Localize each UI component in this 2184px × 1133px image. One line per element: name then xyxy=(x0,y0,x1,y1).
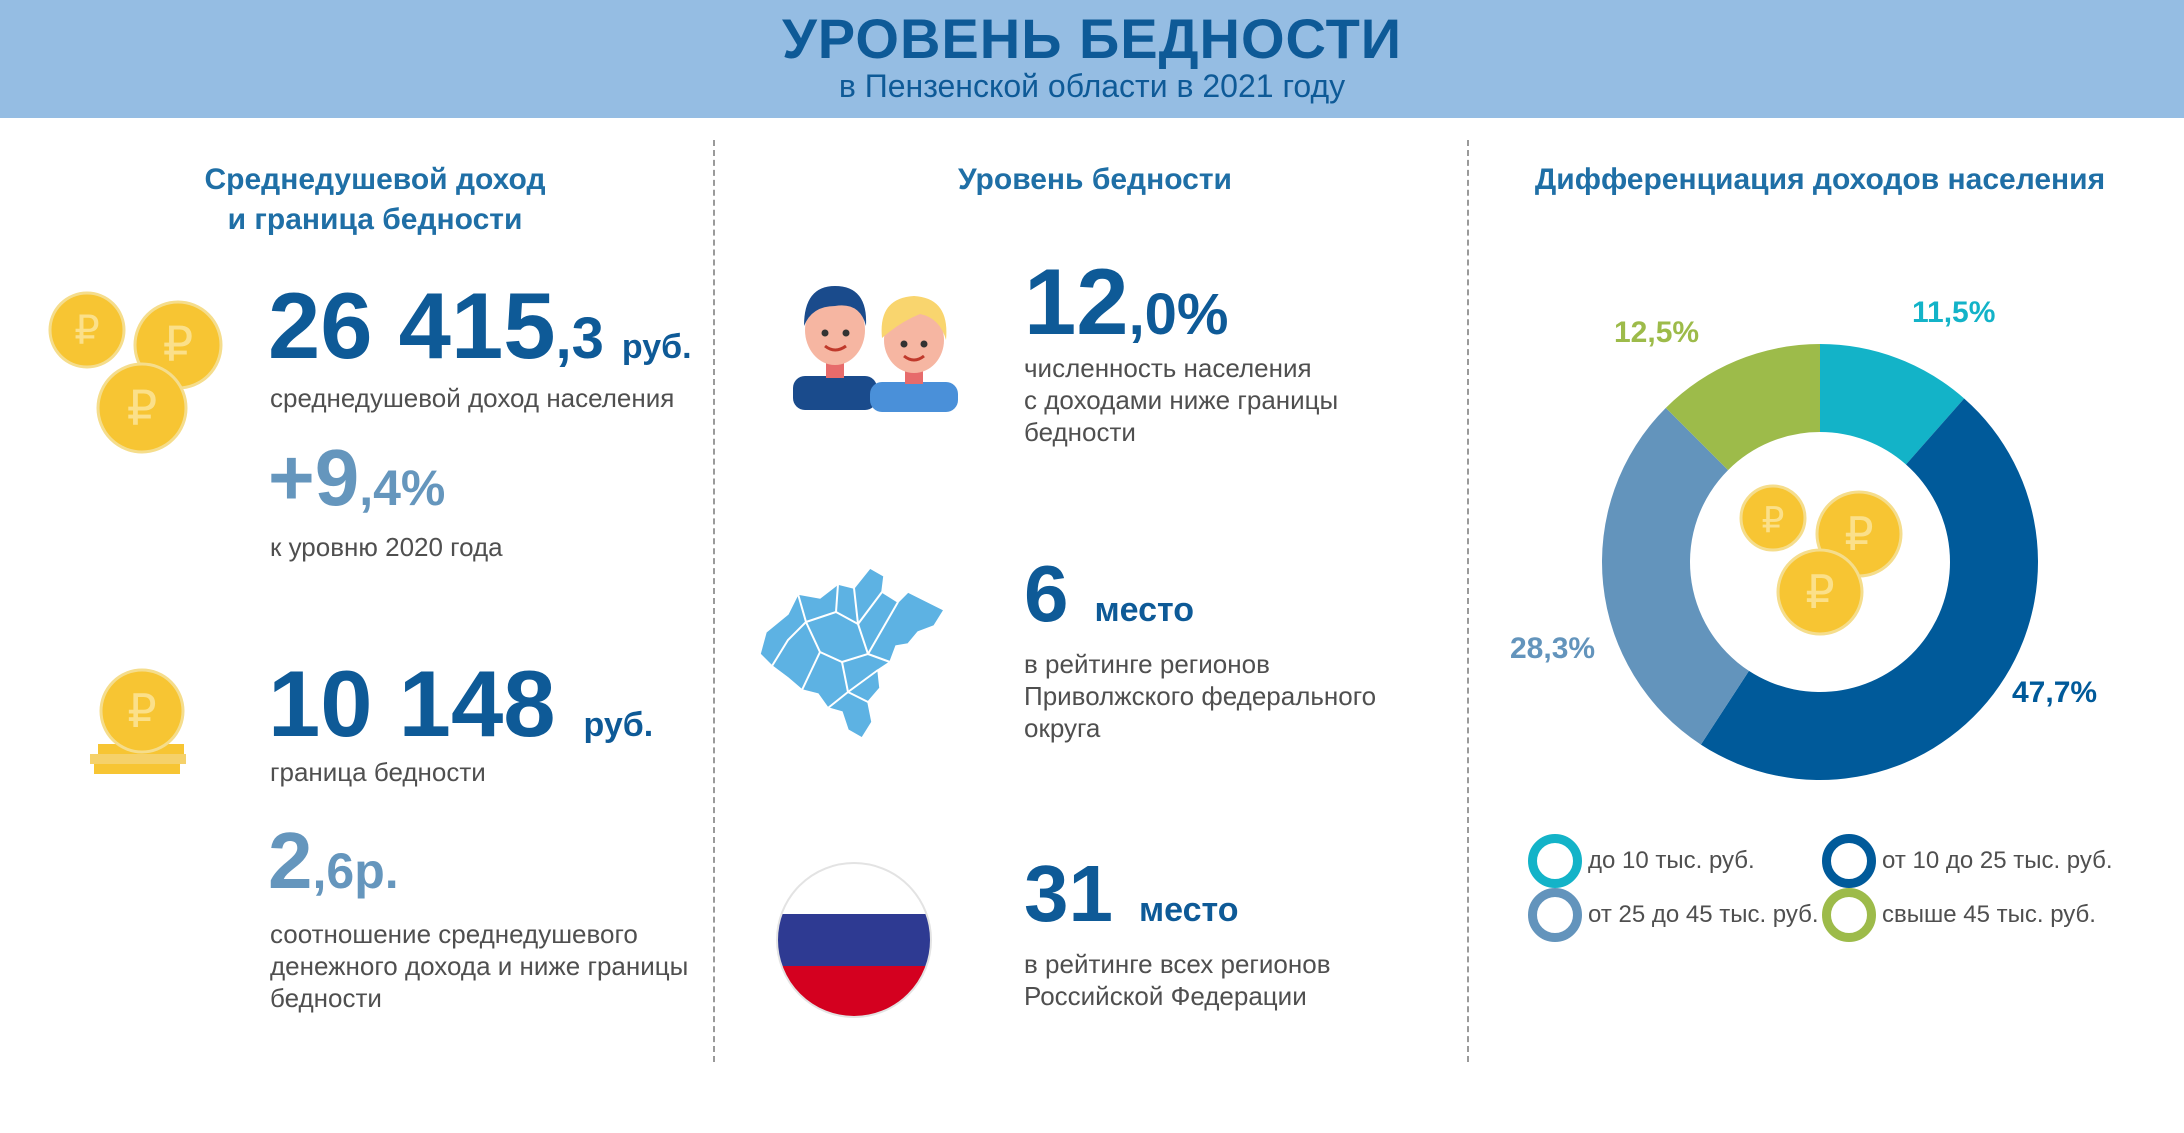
svg-text:₽: ₽ xyxy=(1805,565,1834,619)
donut-slice-10-25 xyxy=(1700,398,2038,780)
slice-label-under-10: 11,5% xyxy=(1912,296,1996,329)
donut-slice-under-10 xyxy=(1820,344,1965,465)
legend-swatch xyxy=(1528,834,1582,888)
income-label: среднедушевой доход населения xyxy=(270,383,675,413)
column-divider xyxy=(1467,140,1469,1062)
header-banner: УРОВЕНЬ БЕДНОСТИ в Пензенской области в … xyxy=(0,0,2184,118)
legend-swatch xyxy=(1822,888,1876,942)
pfo-rank-value: 6 место xyxy=(1024,549,1194,638)
people-icon xyxy=(793,286,958,412)
ratio-value: 2,6р. xyxy=(268,816,399,905)
column-divider xyxy=(713,140,715,1062)
legend-swatch xyxy=(1528,888,1582,942)
ruble-coin-stack-icon: ₽ xyxy=(90,668,186,774)
donut-center-coins-icon: ₽ ₽ ₽ xyxy=(1739,484,1903,636)
ruble-coins-icon: ₽ ₽ ₽ xyxy=(48,291,223,454)
ratio-label: соотношение среднедушевого денежного дох… xyxy=(270,919,689,1013)
legend-item-25-45: от 25 до 45 тыс. руб. xyxy=(1528,888,1819,942)
pfo-rank-label: в рейтинге регионов Приволжского федерал… xyxy=(1024,649,1377,743)
svg-text:₽: ₽ xyxy=(127,684,156,738)
svg-text:₽: ₽ xyxy=(127,381,158,437)
russia-flag-icon xyxy=(776,862,932,1018)
income-value: 26 415,3 руб. xyxy=(268,273,692,378)
svg-text:₽: ₽ xyxy=(1844,507,1873,561)
legend-item-10-25: от 10 до 25 тыс. руб. xyxy=(1822,834,2113,888)
slice-label-25-45: 28,3% xyxy=(1510,632,1596,665)
svg-text:₽: ₽ xyxy=(163,317,194,373)
donut-slice-over-45 xyxy=(1665,344,1820,471)
legend-item-under-10: до 10 тыс. руб. xyxy=(1528,834,1755,888)
poverty-share-label: численность населения с доходами ниже гр… xyxy=(1024,353,1339,447)
growth-value: +9,4% xyxy=(268,433,446,522)
income-section-title: Среднедушевой доход и граница бедности xyxy=(204,163,546,236)
poverty-section-title: Уровень бедности xyxy=(958,163,1232,196)
slice-label-over-45: 12,5% xyxy=(1614,316,1700,349)
rf-rank-value: 31 место xyxy=(1024,849,1239,938)
poverty-line-value: 10 148 руб. xyxy=(268,651,654,756)
region-map-icon xyxy=(759,567,946,740)
poverty-share-value: 12,0% xyxy=(1024,249,1229,354)
rf-rank-label: в рейтинге всех регионов Российской Феде… xyxy=(1024,949,1331,1011)
poverty-line-label: граница бедности xyxy=(270,757,486,787)
page-subtitle: в Пензенской области в 2021 году xyxy=(838,68,1346,104)
legend-swatch xyxy=(1822,834,1876,888)
page-title: УРОВЕНЬ БЕДНОСТИ xyxy=(781,7,1403,70)
income-distribution-donut-chart: ₽ ₽ ₽ xyxy=(1602,344,2038,780)
svg-text:₽: ₽ xyxy=(1762,500,1785,541)
slice-label-10-25: 47,7% xyxy=(2012,676,2098,709)
distribution-section-title: Дифференциация доходов населения xyxy=(1534,163,2106,196)
growth-label: к уровню 2020 года xyxy=(270,532,503,562)
svg-text:₽: ₽ xyxy=(74,308,99,354)
legend-item-over-45: свыше 45 тыс. руб. xyxy=(1822,888,2096,942)
donut-slice-25-45 xyxy=(1602,407,1749,745)
